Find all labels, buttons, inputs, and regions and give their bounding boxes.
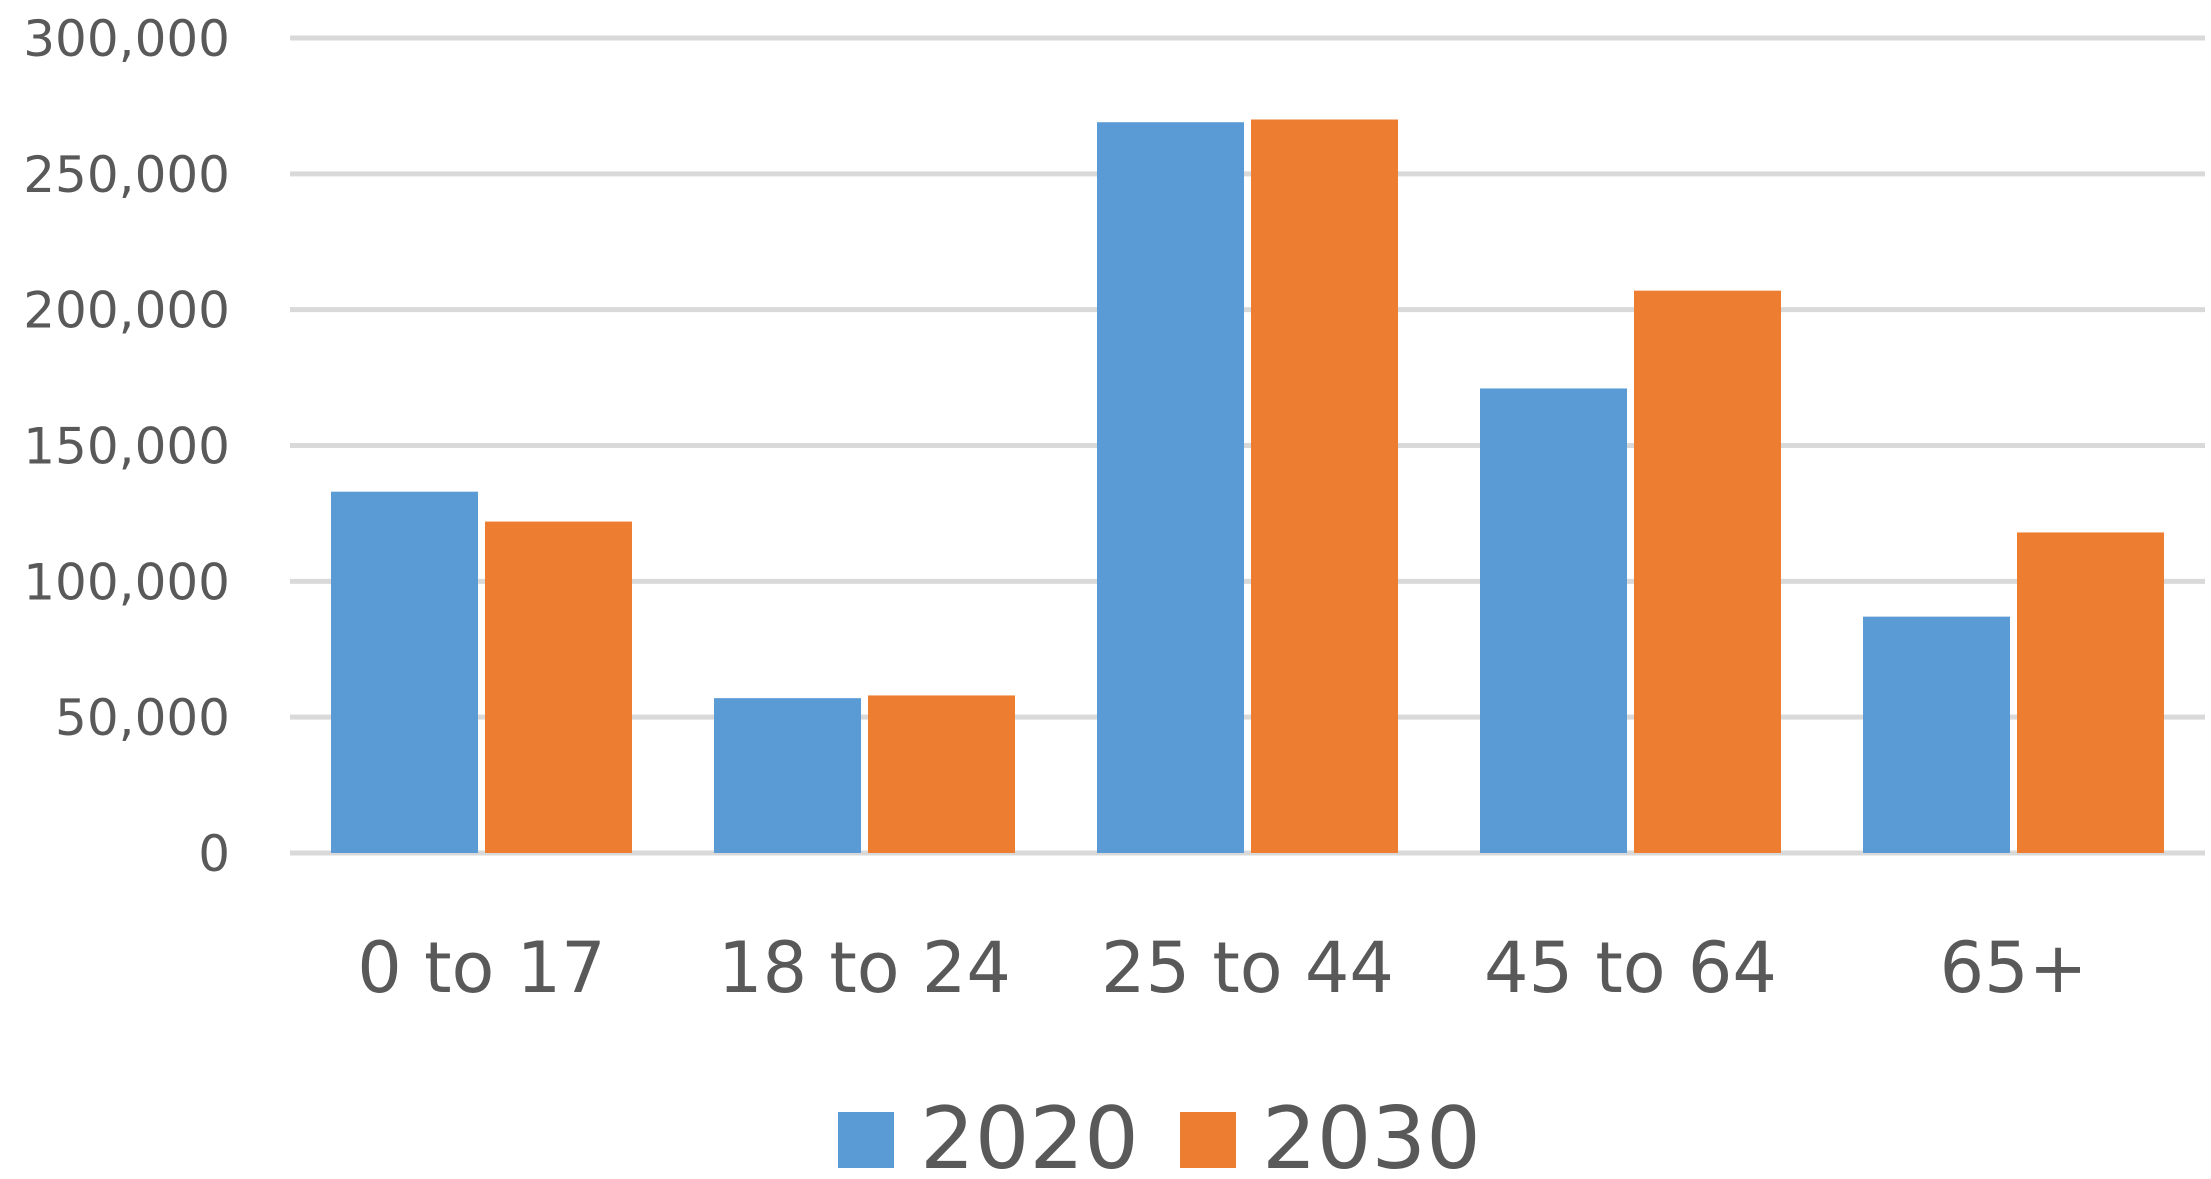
bar-2020-45-to-64 xyxy=(1480,388,1627,853)
x-tick-label: 25 to 44 xyxy=(1101,927,1394,1009)
bar-2030-25-to-44 xyxy=(1251,119,1398,853)
y-tick-label: 300,000 xyxy=(23,10,230,68)
y-tick-label: 250,000 xyxy=(23,146,230,204)
x-axis-tick-labels: 0 to 17 18 to 24 25 to 44 45 to 64 65+ xyxy=(357,927,2087,1009)
bar-2030-0-to-17 xyxy=(485,521,632,853)
y-tick-label: 150,000 xyxy=(23,418,230,476)
bar-2020-65plus xyxy=(1863,616,2010,853)
legend-swatch-2020 xyxy=(838,1112,894,1168)
bar-2020-25-to-44 xyxy=(1097,122,1244,853)
bar-2030-18-to-24 xyxy=(868,695,1015,853)
y-tick-label: 100,000 xyxy=(23,553,230,611)
x-tick-label: 0 to 17 xyxy=(357,927,605,1009)
y-tick-label: 0 xyxy=(198,825,230,883)
y-tick-label: 200,000 xyxy=(23,282,230,340)
y-axis-tick-labels: 0 50,000 100,000 150,000 200,000 250,000 300,0… xyxy=(23,10,230,883)
legend: 2020 2030 xyxy=(838,1089,1481,1179)
legend-label-2030: 2030 xyxy=(1262,1089,1481,1179)
legend-label-2020: 2020 xyxy=(920,1089,1139,1179)
bar-2020-0-to-17 xyxy=(331,491,478,853)
y-tick-label: 50,000 xyxy=(55,689,230,747)
x-tick-label: 65+ xyxy=(1940,927,2088,1009)
bar-2030-45-to-64 xyxy=(1634,290,1781,853)
bars xyxy=(331,119,2164,853)
x-tick-label: 18 to 24 xyxy=(718,927,1011,1009)
legend-swatch-2030 xyxy=(1180,1112,1236,1168)
x-tick-label: 45 to 64 xyxy=(1484,927,1777,1009)
bar-2020-18-to-24 xyxy=(714,698,861,853)
bar-2030-65plus xyxy=(2017,532,2164,853)
